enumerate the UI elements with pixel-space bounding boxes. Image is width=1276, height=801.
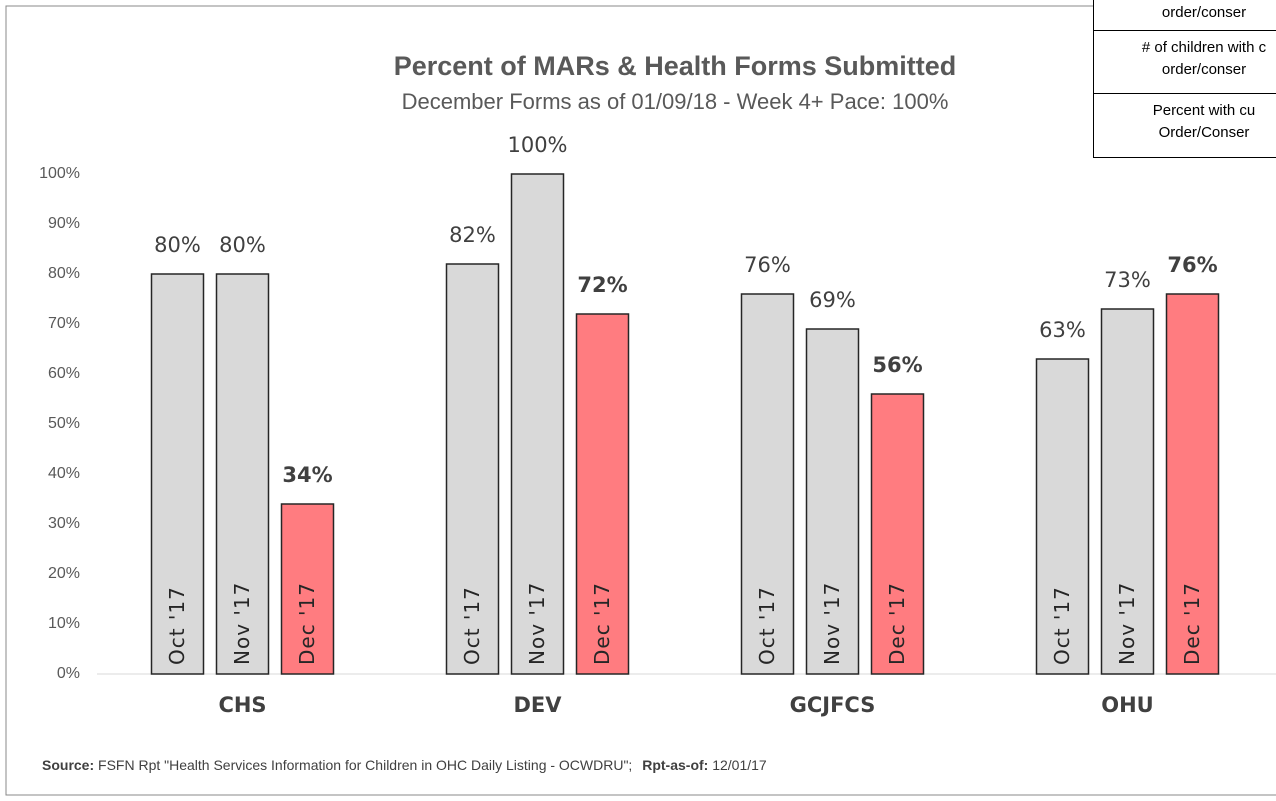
value-label: 76% bbox=[744, 253, 791, 277]
series-label: Nov '17 bbox=[820, 582, 844, 665]
series-label: Oct '17 bbox=[165, 586, 189, 665]
series-label: Oct '17 bbox=[1050, 586, 1074, 665]
x-tick-label: OHU bbox=[1101, 693, 1153, 717]
x-tick-label: GCJFCS bbox=[790, 693, 876, 717]
series-label: Dec '17 bbox=[295, 582, 319, 665]
table-row: # of children with c order/conser bbox=[1094, 31, 1276, 94]
value-label: 63% bbox=[1039, 318, 1086, 342]
table-row: order/conser bbox=[1094, 0, 1276, 31]
bar bbox=[445, 263, 500, 675]
chart-border bbox=[5, 5, 1276, 796]
asof-text: 12/01/17 bbox=[712, 757, 767, 773]
table-row: Percent with cu Order/Conser bbox=[1094, 94, 1276, 156]
bar bbox=[805, 328, 860, 675]
series-label: Oct '17 bbox=[755, 586, 779, 665]
series-label: Dec '17 bbox=[1180, 582, 1204, 665]
y-tick-label: 30% bbox=[48, 515, 80, 532]
series-label: Dec '17 bbox=[590, 582, 614, 665]
y-tick-label: 80% bbox=[48, 265, 80, 282]
bar bbox=[150, 273, 205, 675]
bar bbox=[215, 273, 270, 675]
table-cell-line: Order/Conser bbox=[1158, 124, 1250, 141]
y-tick-label: 0% bbox=[57, 665, 80, 682]
table-cell-line: Percent with cu bbox=[1152, 102, 1256, 119]
table-cell-line: # of children with c bbox=[1141, 39, 1267, 56]
y-tick-label: 50% bbox=[48, 415, 80, 432]
series-label: Nov '17 bbox=[230, 582, 254, 665]
bar bbox=[870, 393, 925, 675]
source-label: Source: bbox=[42, 757, 94, 773]
series-label: Nov '17 bbox=[525, 582, 549, 665]
bar bbox=[1100, 308, 1155, 675]
x-tick-label: DEV bbox=[513, 693, 562, 717]
series-label: Oct '17 bbox=[460, 586, 484, 665]
value-label: 73% bbox=[1104, 268, 1151, 292]
series-label: Nov '17 bbox=[1115, 582, 1139, 665]
bar bbox=[1165, 293, 1220, 675]
chart-title: Percent of MARs & Health Forms Submitted bbox=[394, 51, 957, 81]
footnote: Source: FSFN Rpt "Health Services Inform… bbox=[42, 757, 767, 773]
y-tick-label: 90% bbox=[48, 215, 80, 232]
y-tick-label: 70% bbox=[48, 315, 80, 332]
y-tick-label: 40% bbox=[48, 465, 80, 482]
value-label: 80% bbox=[219, 233, 266, 257]
value-label: 76% bbox=[1167, 253, 1217, 277]
value-label: 82% bbox=[449, 223, 496, 247]
value-label: 72% bbox=[577, 273, 627, 297]
bar bbox=[575, 313, 630, 675]
table-cell-line: order/conser bbox=[1161, 4, 1247, 21]
series-label: Dec '17 bbox=[885, 582, 909, 665]
asof-label: Rpt-as-of: bbox=[642, 757, 708, 773]
bar bbox=[510, 173, 565, 675]
y-tick-label: 100% bbox=[39, 165, 80, 182]
value-label: 34% bbox=[282, 463, 332, 487]
value-label: 69% bbox=[809, 288, 856, 312]
y-tick-label: 10% bbox=[48, 615, 80, 632]
value-label: 80% bbox=[154, 233, 201, 257]
value-label: 56% bbox=[872, 353, 922, 377]
side-table: order/conser # of children with c order/co… bbox=[1093, 0, 1276, 158]
table-cell-line: order/conser bbox=[1161, 61, 1247, 78]
y-tick-label: 20% bbox=[48, 565, 80, 582]
x-tick-label: CHS bbox=[218, 693, 266, 717]
chart-subtitle: December Forms as of 01/09/18 - Week 4+ … bbox=[402, 89, 949, 114]
bar bbox=[280, 503, 335, 675]
bar bbox=[1035, 358, 1090, 675]
source-text: FSFN Rpt "Health Services Information fo… bbox=[98, 757, 632, 773]
value-label: 100% bbox=[507, 133, 567, 157]
bar bbox=[740, 293, 795, 675]
y-tick-label: 60% bbox=[48, 365, 80, 382]
